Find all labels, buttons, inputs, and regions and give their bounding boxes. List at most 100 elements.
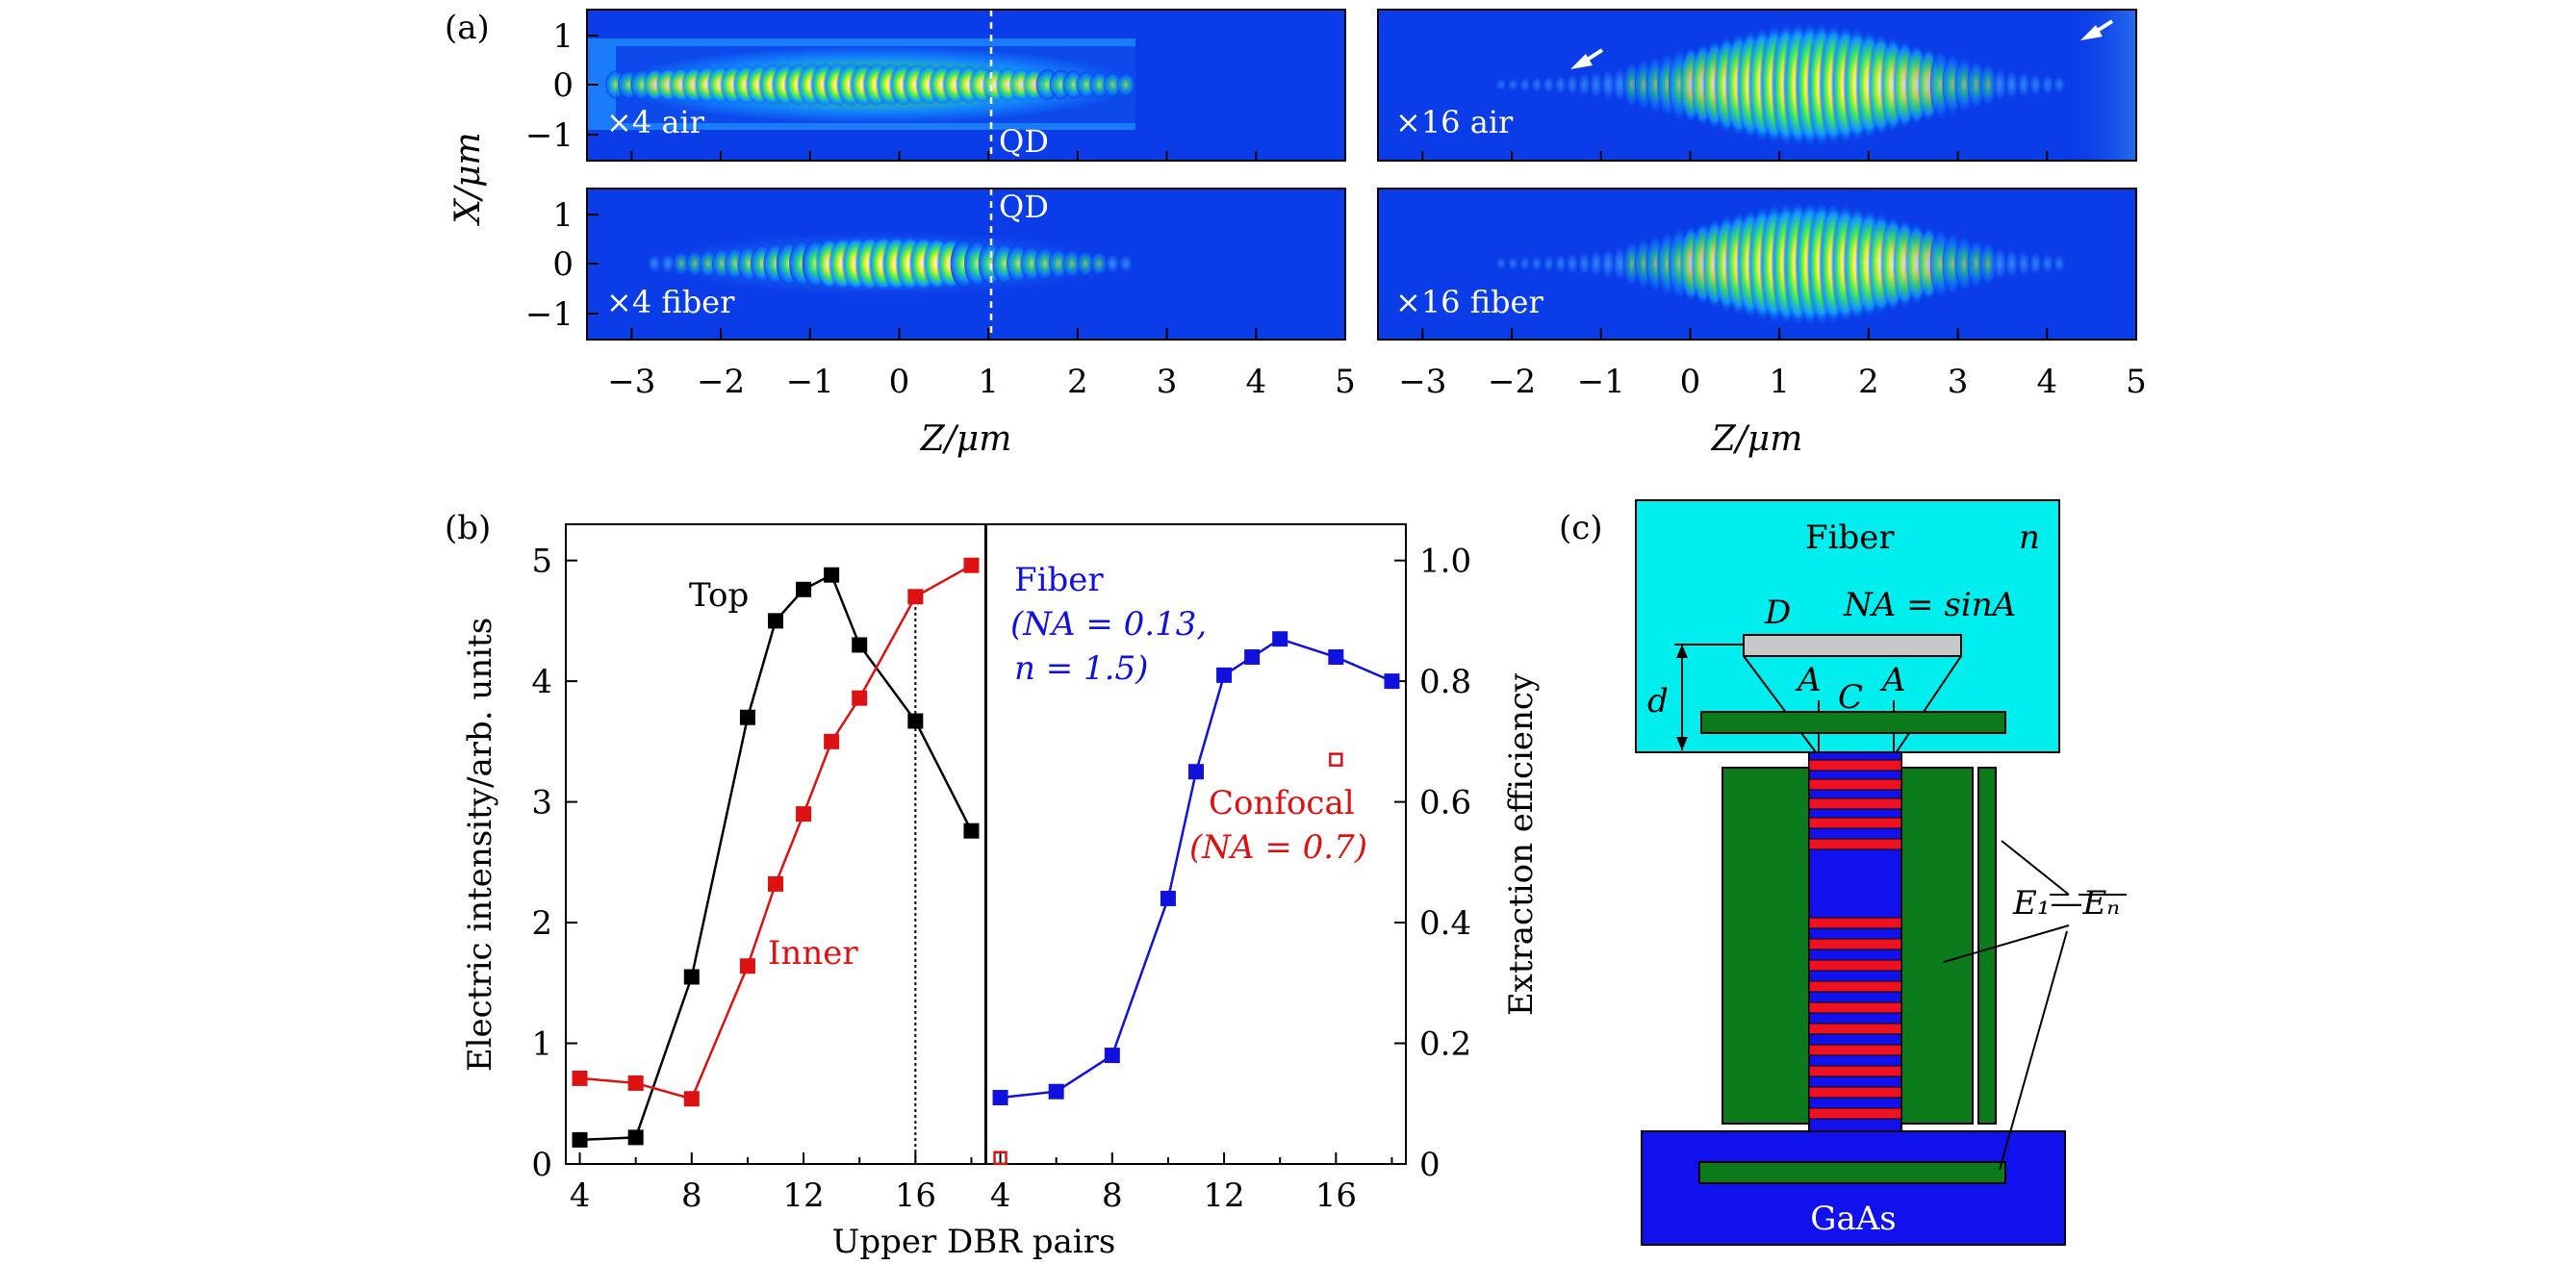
- plot-b-xlabel: Upper DBR pairs: [832, 1223, 1116, 1261]
- x-tick-label: 3: [1948, 363, 1969, 401]
- dbr-layer: [1808, 1044, 1902, 1056]
- y-tick-label: 1: [552, 196, 574, 235]
- field-lobe: [1034, 247, 1056, 280]
- field-lobe: [2053, 74, 2066, 95]
- data-point-fiber: [1160, 890, 1176, 906]
- field-lobe: [2016, 249, 2031, 278]
- field-lobe: [686, 251, 703, 276]
- field-lobe: [1494, 77, 1508, 92]
- fiber-region: [1635, 499, 2060, 753]
- plot-b-left-ylabel: Electric intensity/arb. units: [461, 618, 499, 1072]
- x-tick-label: 16: [1315, 1176, 1357, 1215]
- x-tick-label: 3: [1157, 363, 1178, 401]
- field-lobe: [1566, 251, 1579, 276]
- y-tick-label: 4: [531, 663, 552, 701]
- panel-a-xlabel-left: Z/μm: [920, 419, 1012, 459]
- x-tick-label: 5: [1335, 363, 1356, 401]
- data-point-fiber: [1188, 764, 1204, 780]
- map-label-x4-fiber: ×4 fiber: [606, 284, 735, 320]
- x-tick-label: 12: [1203, 1176, 1244, 1215]
- plot-b-right-frame: [985, 523, 1407, 1165]
- x-tick-label: 1: [1769, 363, 1790, 401]
- field-lobe: [2053, 253, 2066, 274]
- annot-fiber: Fiber: [1014, 561, 1104, 599]
- x-tick-label: 16: [895, 1176, 936, 1215]
- data-point-top: [796, 581, 812, 597]
- dbr-layer: [1808, 917, 1902, 929]
- data-point-inner: [683, 1091, 700, 1107]
- y-tick-label: 1: [552, 17, 574, 56]
- map-x16-air: [1377, 9, 2137, 162]
- dbr-layer: [1808, 959, 1902, 972]
- data-point-top: [824, 567, 840, 583]
- map-label-x16-air: ×16 air: [1395, 104, 1514, 140]
- data-point-fiber: [1328, 649, 1344, 666]
- field-lobe: [1077, 251, 1094, 276]
- x-tick-label: −1: [786, 363, 834, 401]
- data-point-top: [572, 1131, 588, 1148]
- data-point-inner: [768, 875, 783, 892]
- field-lobe: [1967, 61, 1985, 109]
- series-line-fiber: [1000, 637, 1392, 1100]
- y-tick-label: 0: [552, 66, 574, 105]
- x-tick-label: −1: [1577, 363, 1625, 401]
- annot-confocal: Confocal: [1209, 784, 1355, 822]
- label-D: D: [1764, 594, 1791, 632]
- dbr-layer: [1808, 838, 1902, 850]
- data-point-top: [739, 709, 755, 725]
- x-tick-label: 12: [782, 1176, 824, 1215]
- field-lobe: [1577, 71, 1592, 98]
- label-d: d: [1647, 682, 1669, 721]
- x-tick-label: 4: [570, 1176, 591, 1215]
- field-lobe: [1612, 243, 1628, 284]
- x-tick-label: 1: [978, 363, 999, 401]
- panel-a-y-ticks: 1 0 −1 1 0 −1: [525, 17, 599, 334]
- x-tick-label: 2: [1067, 363, 1088, 401]
- y-tick-label: −1: [525, 295, 574, 334]
- annot-top: Top: [689, 576, 749, 615]
- panel-b-label: (b): [445, 509, 491, 547]
- substrate-sensor-bar: [1698, 1161, 2006, 1184]
- annot-confocal-na: (NA = 0.7): [1189, 828, 1367, 867]
- dbr-layer: [1808, 1107, 1902, 1120]
- data-point-top: [963, 822, 980, 839]
- field-lobe: [1979, 242, 1997, 285]
- field-lobe: [1542, 254, 1555, 273]
- field-lobe: [1542, 75, 1555, 94]
- field-lobe: [1530, 255, 1543, 272]
- dbr-layer: [1808, 778, 1902, 791]
- gaas-substrate: [1641, 1130, 2066, 1246]
- y-tick-label: −1: [525, 116, 574, 155]
- map-x16-fiber: [1377, 188, 2137, 341]
- dbr-layer: [1808, 817, 1902, 829]
- label-C: C: [1838, 678, 1863, 717]
- label-electrodes: E₁—Eₙ: [2012, 884, 2120, 923]
- data-point-inner: [824, 733, 840, 749]
- x-tick-label: −2: [697, 363, 745, 401]
- field-lobe: [1992, 244, 2008, 283]
- dbr-layer: [1808, 1065, 1902, 1077]
- field-lobe: [1104, 253, 1121, 274]
- field-lobe: [1553, 253, 1568, 274]
- plot-b-right-ylabel: Extraction efficiency: [1502, 672, 1541, 1016]
- y-tick-label: 1.0: [1419, 543, 1471, 581]
- y-tick-label: 5: [531, 543, 552, 581]
- field-lobe: [1530, 76, 1543, 93]
- field-lobe: [1118, 253, 1134, 274]
- field-lobe: [1518, 76, 1532, 93]
- label-A-left: A: [1795, 661, 1822, 699]
- device-schematic: [1635, 499, 2127, 1246]
- data-point-fiber: [1104, 1048, 1120, 1064]
- field-lobe: [1589, 248, 1604, 279]
- x-tick-label: 0: [1680, 363, 1701, 401]
- annot-fiber-na: (NA = 0.13,: [1010, 605, 1207, 644]
- x-tick-label: 8: [1102, 1176, 1123, 1215]
- data-point-inner: [796, 806, 812, 822]
- x-tick-label: 4: [1245, 363, 1266, 401]
- field-lobe: [1600, 67, 1616, 102]
- dbr-layer: [1808, 797, 1902, 810]
- x-tick-label: −2: [1488, 363, 1536, 401]
- label-fiber: Fiber: [1805, 519, 1895, 557]
- field-lobe: [2028, 71, 2043, 98]
